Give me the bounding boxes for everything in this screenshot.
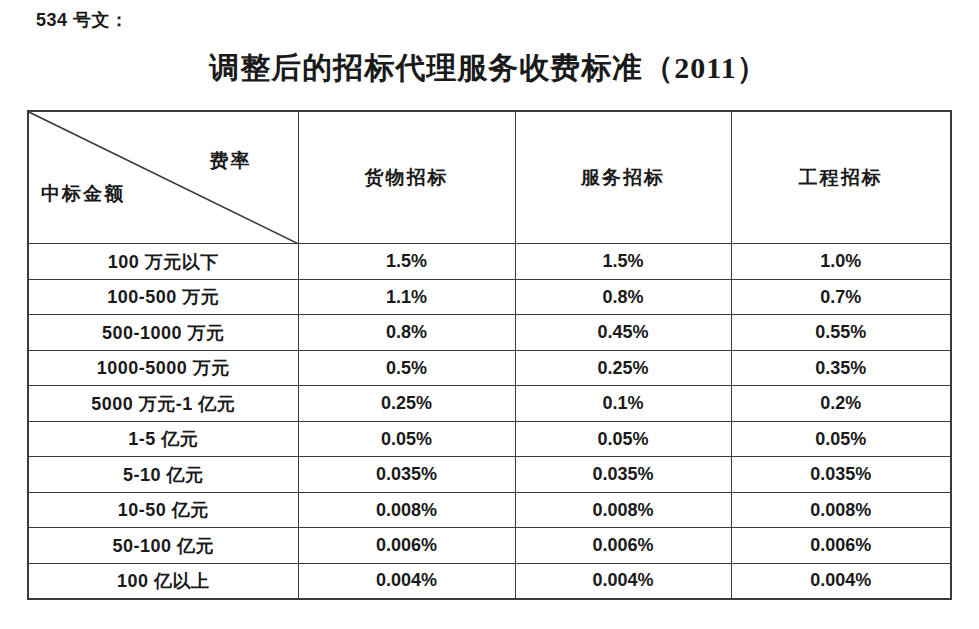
doc-ref: 534 号文：: [36, 8, 129, 32]
rate-cell: 0.35%: [731, 350, 951, 386]
table-row: 1000-5000 万元 0.5% 0.25% 0.35%: [28, 350, 951, 386]
fee-rate-table: 费率 中标金额 货物招标 服务招标 工程招标 100 万元以下 1.5% 1.5…: [27, 110, 952, 600]
amount-range-cell: 100 亿以上: [28, 563, 298, 599]
corner-label-bid-amount: 中标金额: [41, 181, 125, 207]
table-row: 5000 万元-1 亿元 0.25% 0.1% 0.2%: [28, 386, 951, 422]
rate-cell: 0.006%: [731, 528, 951, 564]
rate-cell: 0.05%: [298, 421, 515, 457]
rate-cell: 0.004%: [298, 563, 515, 599]
column-header-goods: 货物招标: [298, 111, 515, 244]
rate-cell: 0.55%: [731, 315, 951, 351]
table-row: 100-500 万元 1.1% 0.8% 0.7%: [28, 279, 951, 315]
amount-range-cell: 1-5 亿元: [28, 421, 298, 457]
rate-cell: 1.5%: [515, 244, 731, 280]
page-title: 调整后的招标代理服务收费标准（2011）: [27, 48, 950, 89]
table-row: 1-5 亿元 0.05% 0.05% 0.05%: [28, 421, 951, 457]
rate-cell: 0.25%: [515, 350, 731, 386]
rate-cell: 0.006%: [298, 528, 515, 564]
amount-range-cell: 50-100 亿元: [28, 528, 298, 564]
rate-cell: 0.004%: [515, 563, 731, 599]
rate-cell: 1.0%: [731, 244, 951, 280]
rate-cell: 0.1%: [515, 386, 731, 422]
column-header-engineering: 工程招标: [731, 111, 951, 244]
table-header-row: 费率 中标金额 货物招标 服务招标 工程招标: [28, 111, 951, 244]
diagonal-corner-cell: 费率 中标金额: [28, 111, 298, 244]
table-row: 5-10 亿元 0.035% 0.035% 0.035%: [28, 457, 951, 493]
table-row: 500-1000 万元 0.8% 0.45% 0.55%: [28, 315, 951, 351]
rate-cell: 1.5%: [298, 244, 515, 280]
table-row: 100 万元以下 1.5% 1.5% 1.0%: [28, 244, 951, 280]
amount-range-cell: 500-1000 万元: [28, 315, 298, 351]
table-row: 10-50 亿元 0.008% 0.008% 0.008%: [28, 492, 951, 528]
rate-cell: 0.008%: [731, 492, 951, 528]
rate-cell: 0.45%: [515, 315, 731, 351]
diagonal-divider-line: [29, 112, 298, 243]
column-header-services: 服务招标: [515, 111, 731, 244]
rate-cell: 0.006%: [515, 528, 731, 564]
rate-cell: 0.8%: [515, 279, 731, 315]
table-row: 50-100 亿元 0.006% 0.006% 0.006%: [28, 528, 951, 564]
rate-cell: 0.035%: [515, 457, 731, 493]
document-page: { "page": { "doc_ref": "534 号文：", "title…: [0, 0, 979, 629]
rate-cell: 0.7%: [731, 279, 951, 315]
amount-range-cell: 100 万元以下: [28, 244, 298, 280]
rate-cell: 0.8%: [298, 315, 515, 351]
amount-range-cell: 100-500 万元: [28, 279, 298, 315]
rate-cell: 0.2%: [731, 386, 951, 422]
corner-label-fee-rate: 费率: [210, 148, 252, 174]
rate-cell: 0.035%: [298, 457, 515, 493]
rate-cell: 0.5%: [298, 350, 515, 386]
rate-cell: 0.25%: [298, 386, 515, 422]
rate-cell: 0.008%: [515, 492, 731, 528]
rate-cell: 0.004%: [731, 563, 951, 599]
amount-range-cell: 5000 万元-1 亿元: [28, 386, 298, 422]
amount-range-cell: 10-50 亿元: [28, 492, 298, 528]
amount-range-cell: 5-10 亿元: [28, 457, 298, 493]
rate-cell: 0.035%: [731, 457, 951, 493]
table-row: 100 亿以上 0.004% 0.004% 0.004%: [28, 563, 951, 599]
rate-cell: 0.05%: [731, 421, 951, 457]
amount-range-cell: 1000-5000 万元: [28, 350, 298, 386]
rate-cell: 0.008%: [298, 492, 515, 528]
rate-cell: 0.05%: [515, 421, 731, 457]
rate-cell: 1.1%: [298, 279, 515, 315]
